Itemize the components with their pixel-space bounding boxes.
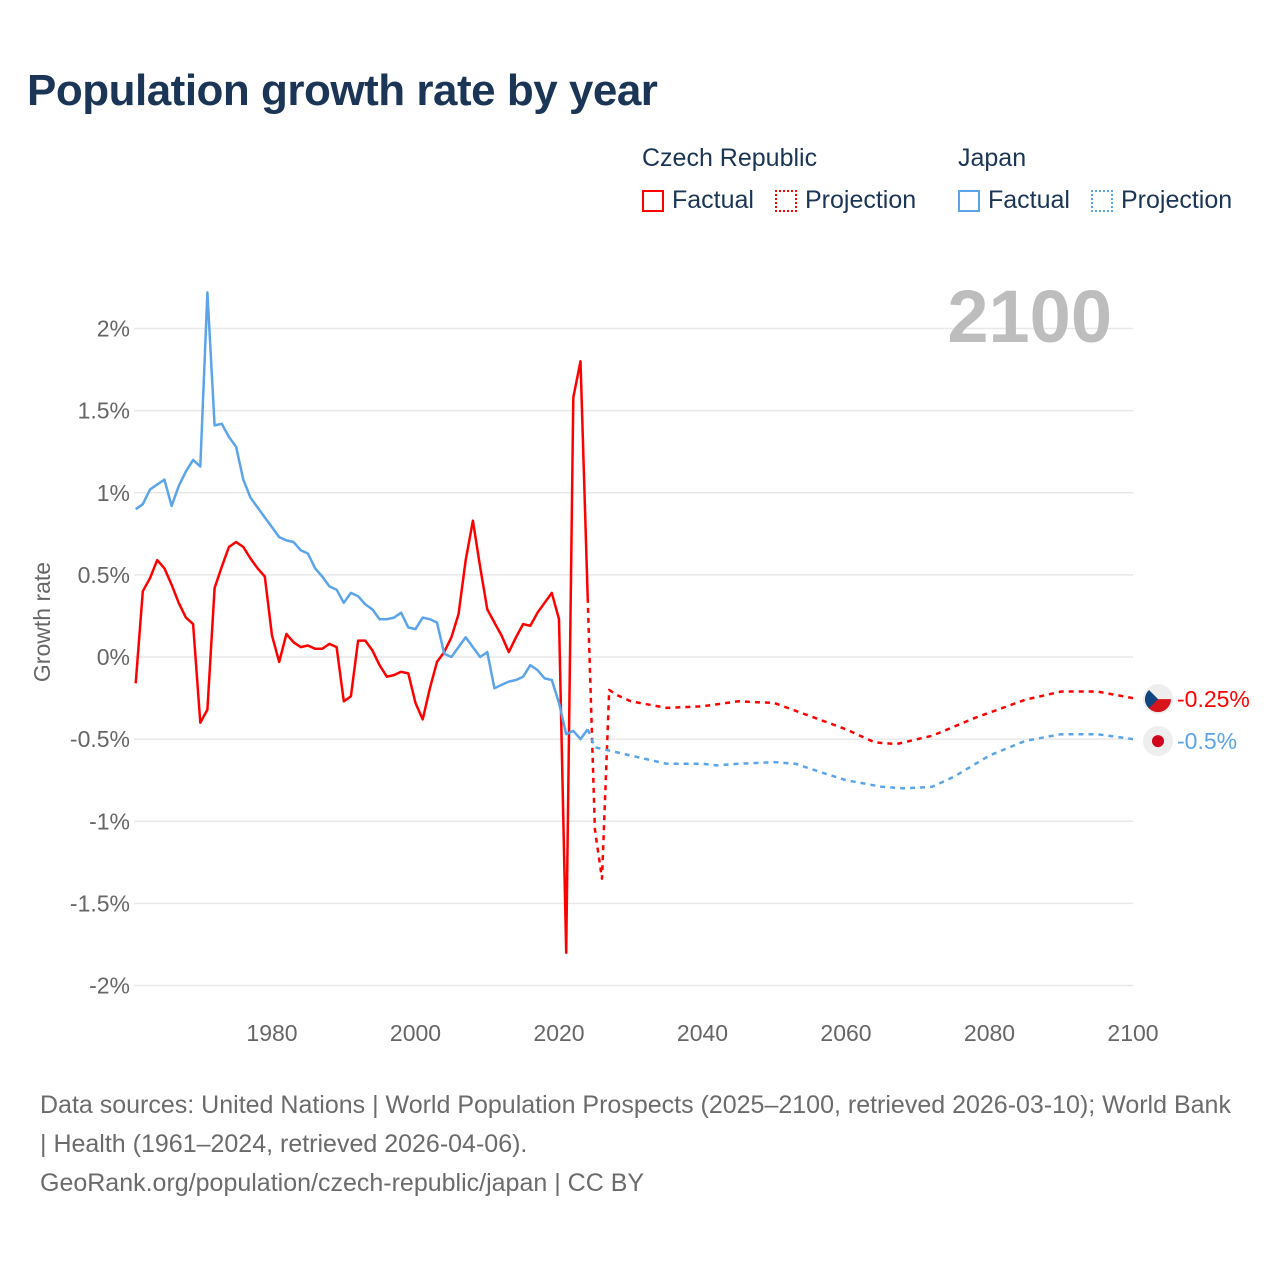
y-tick-label: -1.5%	[70, 890, 130, 916]
attribution-link[interactable]: GeoRank.org/population/czech-republic/ja…	[40, 1169, 645, 1197]
legend-group-japan: Japan Factual Projection	[958, 144, 1232, 214]
legend-label: Projection	[1121, 186, 1233, 214]
y-tick-label: -0.5%	[70, 726, 130, 752]
data-sources-text: Data sources: United Nations | World Pop…	[40, 1091, 1231, 1158]
czech-republic-factual-line	[134, 360, 589, 954]
japan-flag-icon	[1143, 726, 1173, 757]
y-tick-label: -2%	[89, 973, 130, 999]
dotted-swatch-icon	[1091, 189, 1113, 212]
y-tick-label: 1.5%	[78, 398, 130, 424]
x-tick-label: 2040	[677, 1020, 728, 1046]
end-value-label: -0.25%	[1177, 686, 1250, 712]
legend-label: Factual	[672, 186, 754, 214]
end-value-label: -0.5%	[1177, 728, 1237, 754]
legend-item-japan-projection[interactable]: Projection	[1091, 186, 1232, 215]
sources: Data sources: United Nations | World Pop…	[40, 1086, 1240, 1203]
legend-group-czech-republic: Czech Republic Factual Projection	[642, 144, 916, 214]
legend-group-title: Japan	[958, 144, 1027, 172]
dotted-swatch-icon	[775, 189, 797, 212]
x-tick-label: 2060	[820, 1020, 871, 1046]
chart-title: Population growth rate by year	[27, 66, 658, 115]
legend-label: Factual	[988, 186, 1070, 214]
legend-group-title: Czech Republic	[642, 144, 818, 172]
japan-projection-line	[586, 728, 1134, 790]
x-tick-label: 2100	[1107, 1020, 1158, 1046]
flag-red-disc	[1152, 735, 1164, 748]
x-tick-label: 1980	[246, 1020, 297, 1046]
japan-factual-line	[134, 291, 589, 741]
x-tick-label: 2020	[533, 1020, 584, 1046]
year-display: 2100	[947, 275, 1112, 358]
legend-item-czech-projection[interactable]: Projection	[775, 186, 916, 215]
y-tick-label: 1%	[97, 480, 130, 506]
x-tick-label: 2000	[390, 1020, 441, 1046]
y-tick-label: -1%	[89, 808, 130, 834]
solid-swatch-icon	[642, 189, 664, 212]
czech-republic-projection-line	[586, 597, 1134, 880]
flag-blue-wedge	[1145, 690, 1158, 709]
y-tick-label: 0%	[97, 644, 130, 670]
solid-swatch-icon	[958, 189, 980, 212]
x-tick-label: 2080	[964, 1020, 1015, 1046]
czech-flag-icon	[1143, 684, 1173, 715]
legend-item-japan-factual[interactable]: Factual	[958, 186, 1070, 215]
y-axis-label: Growth rate	[29, 562, 55, 682]
legend-item-czech-factual[interactable]: Factual	[642, 186, 754, 215]
y-tick-label: 2%	[97, 316, 130, 342]
y-tick-label: 0.5%	[78, 562, 130, 588]
legend-label: Projection	[805, 186, 917, 214]
